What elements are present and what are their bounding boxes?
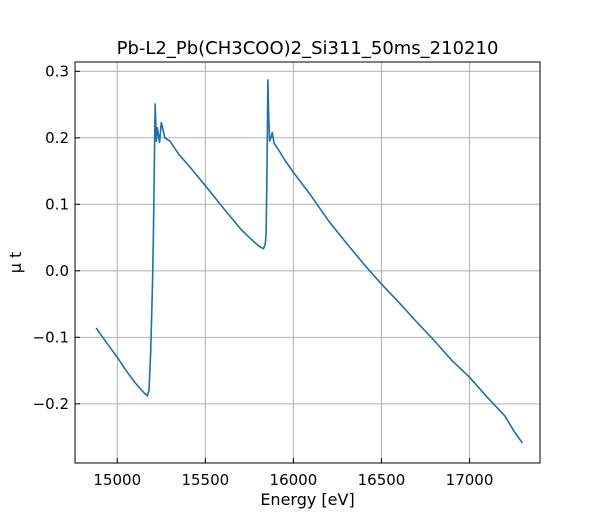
- x-tick-label: 15000: [93, 471, 141, 489]
- y-axis: −0.2 −0.1 0.0 0.1 0.2 0.3: [33, 62, 80, 413]
- y-tick-label: 0.0: [45, 262, 69, 280]
- series-layer: [95, 79, 524, 444]
- x-axis: 15000 15500 16000 16500 17000: [93, 458, 493, 489]
- x-tick-label: 17000: [446, 471, 494, 489]
- y-tick-label: 0.2: [45, 129, 69, 147]
- y-tick-label: 0.3: [45, 62, 69, 80]
- chart-title: Pb-L2_Pb(CH3COO)2_Si311_50ms_210210: [117, 38, 499, 59]
- x-tick-label: 15500: [181, 471, 229, 489]
- x-tick-label: 16000: [270, 471, 318, 489]
- y-tick-label: 0.1: [45, 195, 69, 213]
- series-line: [95, 79, 524, 444]
- plot-frame: [74, 61, 541, 464]
- y-tick-label: −0.2: [33, 395, 69, 413]
- x-axis-label: Energy [eV]: [260, 490, 354, 509]
- y-tick-label: −0.1: [33, 328, 69, 346]
- x-tick-label: 16500: [358, 471, 406, 489]
- y-axis-label: μ t: [6, 252, 25, 274]
- grid: [75, 62, 540, 463]
